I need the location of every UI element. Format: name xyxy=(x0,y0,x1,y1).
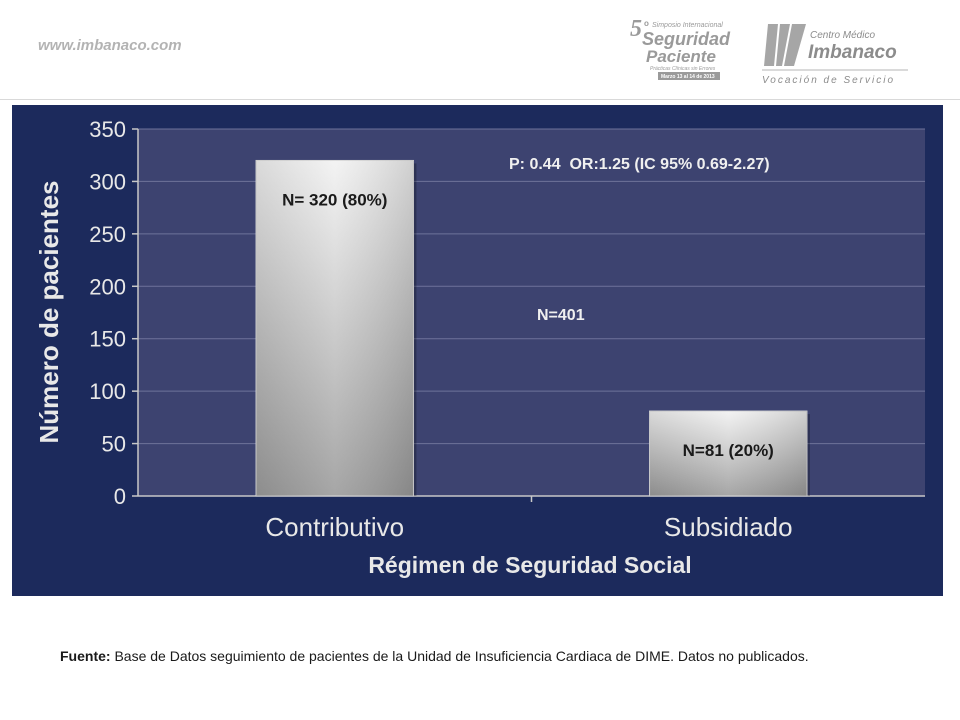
y-tick-label: 0 xyxy=(114,484,126,509)
symposium-logo-line2: Seguridad xyxy=(642,29,731,49)
y-tick-label: 300 xyxy=(89,169,126,194)
imbanaco-logo-tagline: Vocación de Servicio xyxy=(762,75,895,86)
y-axis-label: Número de pacientes xyxy=(34,181,64,444)
bar-highlight xyxy=(649,411,807,496)
symposium-logo-line3: Paciente xyxy=(646,47,716,66)
chart-panel: 0 50 100 150 200 250 300 350 N= 320 (80%) N=81 (… xyxy=(12,105,943,596)
bar-data-label: N= 320 (80%) xyxy=(282,190,387,209)
stats-annotation: P: 0.44 OR:1.25 (IC 95% 0.69-2.27) xyxy=(509,156,770,173)
x-axis-label: Régimen de Seguridad Social xyxy=(368,552,691,578)
bar-highlight xyxy=(256,160,414,496)
imbanaco-logo: Centro Médico Imbanaco Vocación de Servi… xyxy=(762,24,908,86)
source-footnote: Fuente: Base de Datos seguimiento de pac… xyxy=(60,648,940,664)
total-annotation: N=401 xyxy=(537,307,585,324)
bar-chart: 0 50 100 150 200 250 300 350 N= 320 (80%) N=81 (… xyxy=(12,105,943,596)
symposium-logo-ordinal: o xyxy=(644,19,649,28)
footnote-text: Base de Datos seguimiento de pacientes d… xyxy=(110,648,809,664)
y-axis-ticks: 0 50 100 150 200 250 300 350 xyxy=(89,117,138,509)
imbanaco-logo-line1: Centro Médico xyxy=(810,30,875,41)
header-divider xyxy=(0,99,960,100)
footnote-label: Fuente: xyxy=(60,648,111,664)
imbanaco-logo-line2: Imbanaco xyxy=(808,42,897,63)
x-tick-label: Subsidiado xyxy=(664,512,793,542)
imbanaco-emblem-icon xyxy=(764,24,806,66)
y-tick-label: 150 xyxy=(89,327,126,352)
bars: N= 320 (80%) N=81 (20%) xyxy=(255,159,810,497)
site-url: www.imbanaco.com xyxy=(38,37,182,54)
symposium-logo-line1: Simposio Internacional xyxy=(652,22,723,29)
x-axis-ticks: Contributivo Subsidiado xyxy=(265,496,793,542)
symposium-logo-date-band xyxy=(658,72,720,80)
y-tick-label: 250 xyxy=(89,222,126,247)
y-tick-label: 50 xyxy=(102,432,126,457)
y-tick-label: 100 xyxy=(89,379,126,404)
symposium-logo-dates: Marzo 13 al 14 de 2013 xyxy=(661,74,715,80)
x-tick-label: Contributivo xyxy=(265,512,404,542)
bar-data-label: N=81 (20%) xyxy=(683,441,774,460)
y-tick-label: 200 xyxy=(89,274,126,299)
symposium-logo-number: 5 xyxy=(630,16,642,42)
y-tick-label: 350 xyxy=(89,117,126,142)
symposium-logo-line4: Prácticas Clínicas sin Errores xyxy=(650,66,716,72)
symposium-logo: 5 o Simposio Internacional Seguridad Pac… xyxy=(630,16,731,80)
